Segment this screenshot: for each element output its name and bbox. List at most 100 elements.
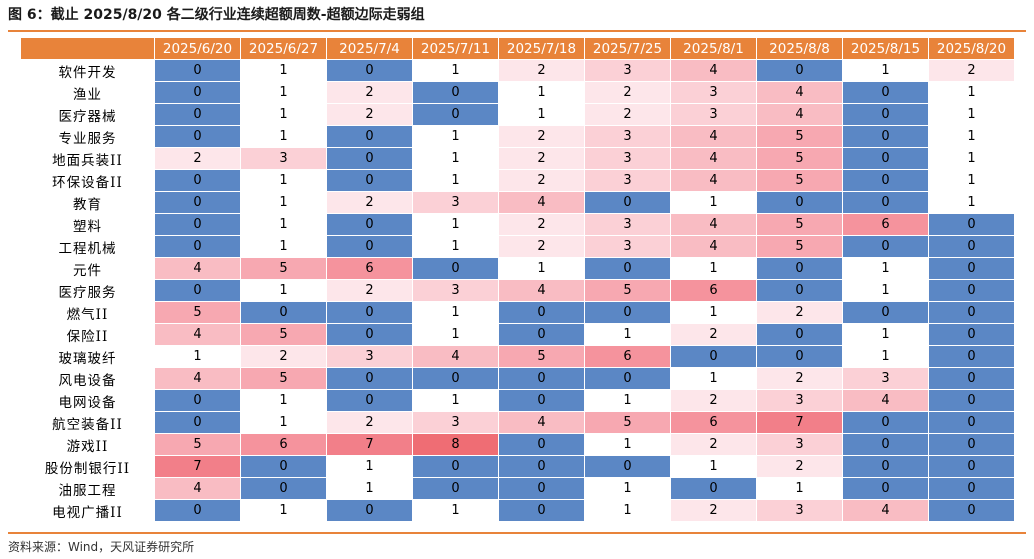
row-label: 环保设备II [20, 169, 155, 192]
value-cell: 4 [670, 59, 757, 82]
value-cell: 0 [756, 191, 843, 214]
value-cell: 2 [498, 125, 585, 148]
table-row: 玻璃玻纤 1 2 3 4 5 6 0 0 1 0 [20, 345, 1015, 368]
value-cell: 1 [670, 257, 757, 280]
value-cell: 2 [670, 389, 757, 412]
value-cell: 1 [240, 389, 327, 412]
value-cell: 0 [498, 389, 585, 412]
value-cell: 1 [240, 279, 327, 302]
table-row: 电网设备 0 1 0 1 0 1 2 3 4 0 [20, 389, 1015, 412]
value-cell: 0 [928, 477, 1015, 500]
value-cell: 0 [842, 433, 929, 456]
table-row: 游戏II 5 6 7 8 0 1 2 3 0 0 [20, 433, 1015, 456]
value-cell: 0 [498, 367, 585, 390]
value-cell: 1 [412, 59, 499, 82]
value-cell: 1 [670, 455, 757, 478]
value-cell: 0 [154, 389, 241, 412]
value-cell: 1 [412, 147, 499, 170]
value-cell: 0 [842, 169, 929, 192]
table-row: 保险II 4 5 0 1 0 1 2 0 1 0 [20, 323, 1015, 346]
value-cell: 0 [842, 477, 929, 500]
value-cell: 2 [670, 323, 757, 346]
column-header: 2025/6/20 [154, 37, 241, 60]
table-row: 油服工程 4 0 1 0 0 1 0 1 0 0 [20, 477, 1015, 500]
value-cell: 2 [326, 191, 413, 214]
value-cell: 5 [756, 147, 843, 170]
value-cell: 0 [670, 477, 757, 500]
value-cell: 1 [584, 323, 671, 346]
column-header: 2025/8/15 [842, 37, 929, 60]
value-cell: 0 [756, 257, 843, 280]
row-label: 保险II [20, 323, 155, 346]
value-cell: 6 [670, 411, 757, 434]
value-cell: 0 [842, 125, 929, 148]
value-cell: 0 [842, 191, 929, 214]
row-label: 航空装备II [20, 411, 155, 434]
value-cell: 3 [842, 367, 929, 390]
value-cell: 1 [240, 235, 327, 258]
value-cell: 0 [326, 169, 413, 192]
value-cell: 3 [584, 59, 671, 82]
value-cell: 0 [154, 191, 241, 214]
table-row: 专业服务 0 1 0 1 2 3 4 5 0 1 [20, 125, 1015, 148]
value-cell: 0 [412, 477, 499, 500]
value-cell: 0 [928, 235, 1015, 258]
value-cell: 1 [842, 59, 929, 82]
value-cell: 3 [584, 213, 671, 236]
value-cell: 2 [498, 235, 585, 258]
value-cell: 1 [240, 59, 327, 82]
value-cell: 0 [756, 59, 843, 82]
value-cell: 0 [928, 301, 1015, 324]
row-label: 电视广播II [20, 499, 155, 522]
value-cell: 2 [756, 367, 843, 390]
value-cell: 1 [584, 433, 671, 456]
value-cell: 2 [326, 81, 413, 104]
top-rule [8, 30, 1026, 32]
value-cell: 1 [584, 477, 671, 500]
value-cell: 3 [670, 103, 757, 126]
value-cell: 2 [928, 59, 1015, 82]
value-cell: 6 [842, 213, 929, 236]
value-cell: 5 [240, 323, 327, 346]
source-note: 资料来源：Wind，天风证券研究所 [8, 540, 195, 554]
value-cell: 1 [670, 367, 757, 390]
value-cell: 4 [670, 125, 757, 148]
value-cell: 0 [842, 455, 929, 478]
value-cell: 1 [240, 125, 327, 148]
row-label: 教育 [20, 191, 155, 214]
column-header: 2025/7/18 [498, 37, 585, 60]
row-label: 油服工程 [20, 477, 155, 500]
value-cell: 3 [584, 125, 671, 148]
row-label: 工程机械 [20, 235, 155, 258]
value-cell: 0 [154, 103, 241, 126]
value-cell: 6 [584, 345, 671, 368]
value-cell: 0 [326, 499, 413, 522]
table-row: 医疗器械 0 1 2 0 1 2 3 4 0 1 [20, 103, 1015, 126]
value-cell: 1 [584, 389, 671, 412]
value-cell: 5 [240, 257, 327, 280]
value-cell: 0 [842, 411, 929, 434]
value-cell: 0 [756, 279, 843, 302]
table-row: 环保设备II 0 1 0 1 2 3 4 5 0 1 [20, 169, 1015, 192]
value-cell: 2 [326, 411, 413, 434]
column-header: 2025/7/25 [584, 37, 671, 60]
value-cell: 0 [326, 125, 413, 148]
column-header: 2025/7/11 [412, 37, 499, 60]
row-label: 渔业 [20, 81, 155, 104]
bottom-rule [8, 532, 1026, 534]
column-header: 2025/7/4 [326, 37, 413, 60]
value-cell: 4 [670, 235, 757, 258]
value-cell: 2 [756, 455, 843, 478]
value-cell: 3 [756, 433, 843, 456]
streak-table: 2025/6/20 2025/6/27 2025/7/4 2025/7/11 2025/… [20, 37, 1015, 522]
value-cell: 6 [326, 257, 413, 280]
value-cell: 0 [326, 59, 413, 82]
value-cell: 5 [756, 169, 843, 192]
value-cell: 1 [412, 213, 499, 236]
value-cell: 0 [756, 323, 843, 346]
value-cell: 0 [498, 477, 585, 500]
value-cell: 7 [326, 433, 413, 456]
value-cell: 2 [670, 433, 757, 456]
table-row: 元件 4 5 6 0 1 0 1 0 1 0 [20, 257, 1015, 280]
value-cell: 2 [326, 279, 413, 302]
